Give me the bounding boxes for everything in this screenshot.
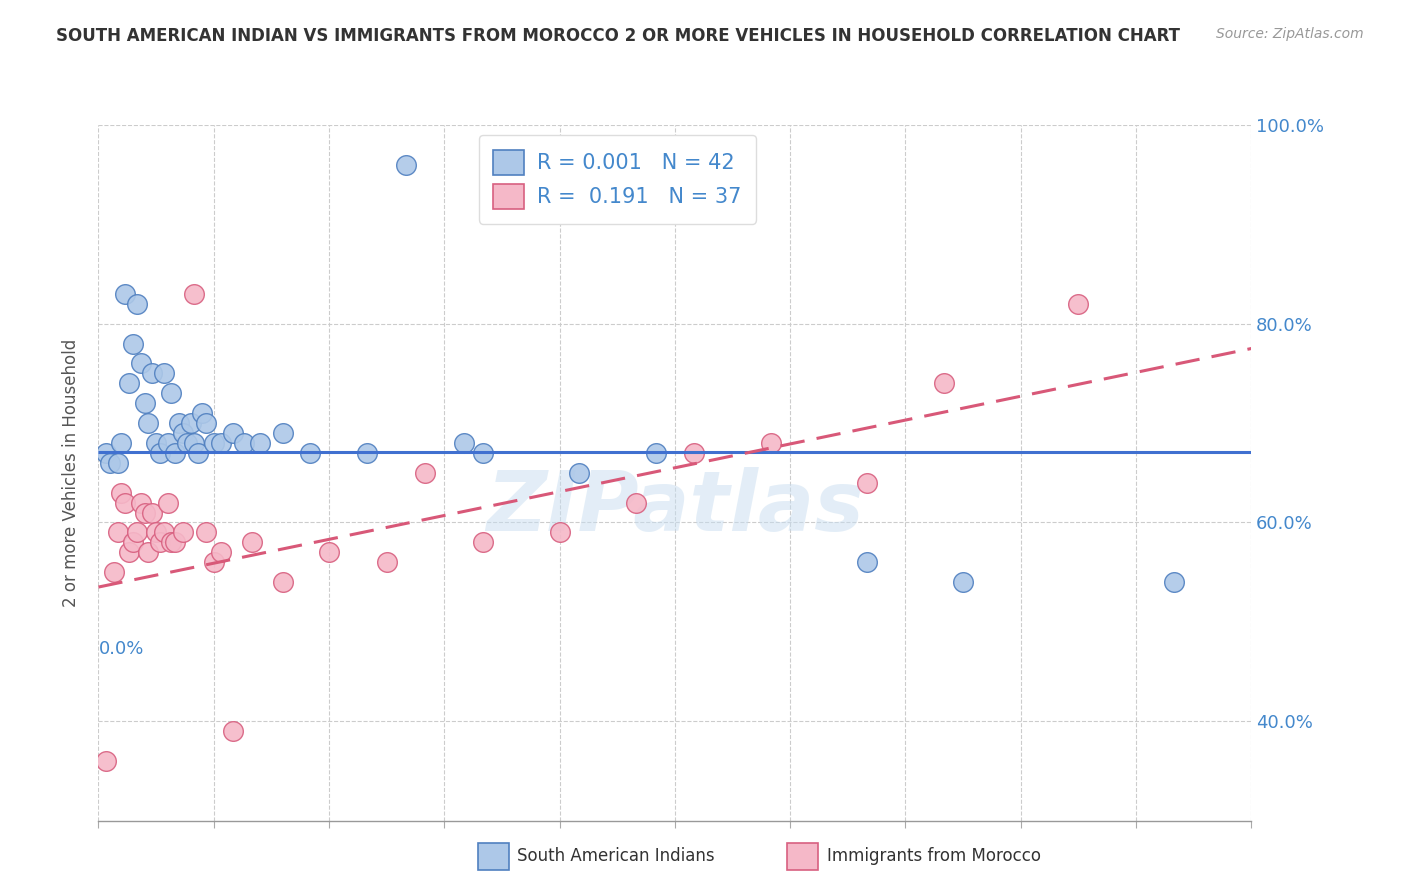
Point: [222, 724, 245, 739]
Point: [1163, 575, 1185, 590]
Point: [183, 436, 205, 450]
Point: [134, 396, 156, 410]
Point: [952, 575, 974, 590]
Point: [165, 535, 187, 549]
Point: [125, 525, 148, 540]
Text: SOUTH AMERICAN INDIAN VS IMMIGRANTS FROM MOROCCO 2 OR MORE VEHICLES IN HOUSEHOLD: SOUTH AMERICAN INDIAN VS IMMIGRANTS FROM…: [56, 27, 1180, 45]
Legend: R = 0.001   N = 42, R =  0.191   N = 37: R = 0.001 N = 42, R = 0.191 N = 37: [478, 136, 756, 224]
Point: [453, 436, 475, 450]
Point: [152, 367, 174, 381]
Point: [298, 446, 321, 460]
Text: 0.0%: 0.0%: [98, 640, 143, 657]
Point: [122, 336, 145, 351]
Point: [141, 367, 163, 381]
Point: [568, 466, 591, 480]
Point: [110, 485, 132, 500]
Point: [202, 555, 225, 569]
Point: [160, 386, 183, 401]
Point: [134, 506, 156, 520]
Point: [375, 555, 398, 569]
Point: [118, 376, 141, 391]
Point: [683, 446, 706, 460]
Y-axis label: 2 or more Vehicles in Household: 2 or more Vehicles in Household: [62, 339, 80, 607]
Point: [98, 456, 121, 470]
Point: [856, 555, 879, 569]
Point: [195, 525, 218, 540]
Point: [107, 456, 129, 470]
Point: [107, 525, 129, 540]
Point: [249, 436, 271, 450]
Point: [233, 436, 256, 450]
Text: South American Indians: South American Indians: [517, 847, 716, 865]
Point: [356, 446, 378, 460]
Point: [413, 466, 436, 480]
Point: [160, 535, 183, 549]
Text: ZIPatlas: ZIPatlas: [486, 467, 863, 548]
Point: [202, 436, 225, 450]
Point: [172, 525, 194, 540]
Point: [94, 446, 117, 460]
Point: [180, 416, 202, 430]
Point: [1067, 297, 1090, 311]
Point: [183, 286, 205, 301]
Point: [471, 535, 494, 549]
Point: [152, 525, 174, 540]
Point: [195, 416, 218, 430]
Point: [141, 506, 163, 520]
Point: [167, 416, 190, 430]
Point: [172, 425, 194, 440]
Point: [114, 286, 136, 301]
Point: [176, 436, 198, 450]
Point: [626, 495, 648, 509]
Point: [271, 425, 294, 440]
Point: [149, 446, 172, 460]
Point: [156, 495, 179, 509]
Point: [187, 446, 209, 460]
Point: [165, 446, 187, 460]
Point: [856, 475, 879, 490]
Point: [222, 425, 245, 440]
Point: [240, 535, 263, 549]
Point: [149, 535, 172, 549]
Point: [129, 495, 152, 509]
Point: [145, 525, 167, 540]
Point: [271, 575, 294, 590]
Point: [548, 525, 571, 540]
Point: [114, 495, 136, 509]
Point: [209, 436, 232, 450]
Point: [318, 545, 340, 559]
Point: [94, 754, 117, 768]
Point: [395, 158, 418, 172]
Point: [191, 406, 214, 420]
Text: Immigrants from Morocco: Immigrants from Morocco: [827, 847, 1040, 865]
Point: [145, 436, 167, 450]
Point: [138, 545, 160, 559]
Point: [138, 416, 160, 430]
Point: [129, 356, 152, 370]
Point: [759, 436, 782, 450]
Point: [932, 376, 955, 391]
Point: [125, 297, 148, 311]
Point: [103, 565, 125, 579]
Text: Source: ZipAtlas.com: Source: ZipAtlas.com: [1216, 27, 1364, 41]
Point: [122, 535, 145, 549]
Point: [644, 446, 666, 460]
Point: [156, 436, 179, 450]
Point: [118, 545, 141, 559]
Point: [471, 446, 494, 460]
Point: [110, 436, 132, 450]
Point: [209, 545, 232, 559]
